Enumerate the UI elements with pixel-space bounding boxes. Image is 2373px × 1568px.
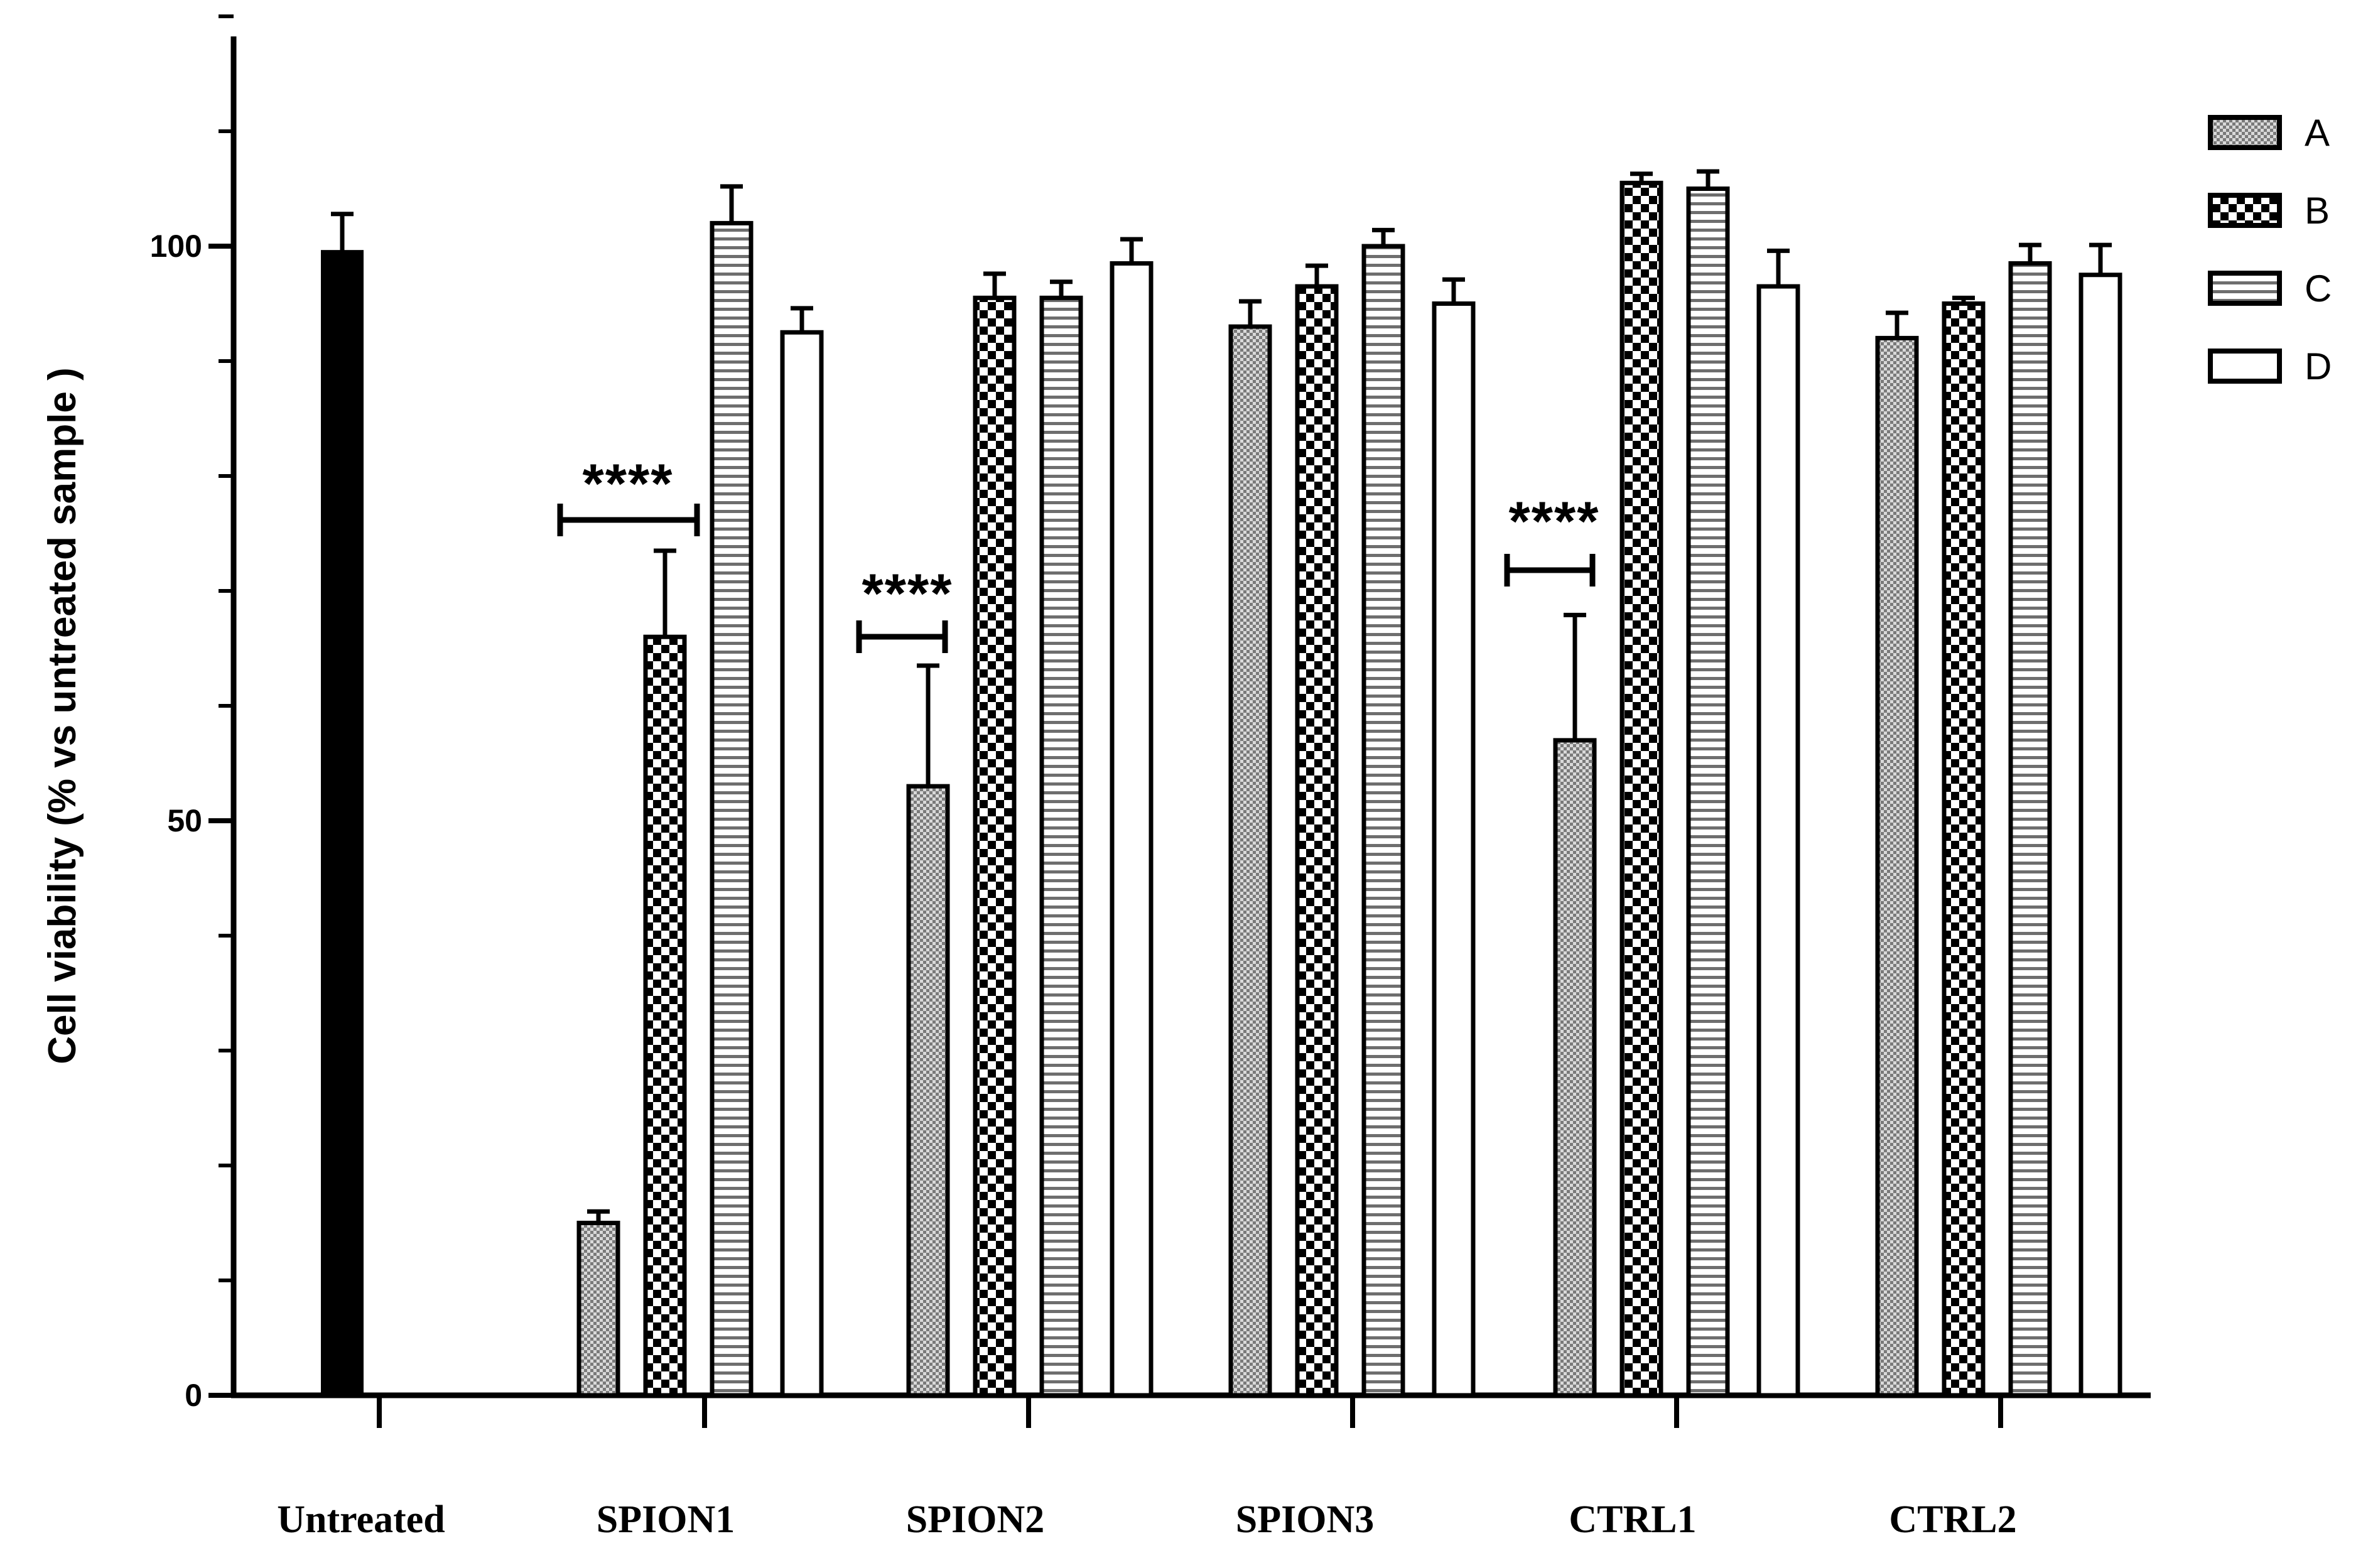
bar-spion1-d	[780, 330, 824, 1398]
bar-ctrl1-b	[1619, 180, 1663, 1398]
bar-spion1-c	[710, 220, 754, 1398]
bars	[321, 169, 2122, 1398]
bar-spion1-b	[643, 634, 687, 1398]
legend-entry-d: D	[2208, 345, 2332, 387]
legend-label-a: A	[2305, 112, 2330, 154]
bar-untreated	[321, 250, 364, 1397]
bar-ctrl2-a	[1875, 335, 1919, 1398]
bar-ctrl1-a	[1553, 738, 1597, 1398]
bar-spion3-c	[1361, 244, 1405, 1398]
bar-spion3-a	[1228, 324, 1272, 1398]
bar-ctrl1-c	[1686, 187, 1730, 1398]
legend-entry-a: A	[2208, 112, 2330, 154]
category-label-spion3: SPION3	[1236, 1498, 1374, 1541]
significance-ctrl1-label: ****	[1509, 490, 1600, 552]
legend-swatch-a	[2208, 115, 2282, 150]
bar-ctrl1-d	[1756, 284, 1800, 1398]
bar-spion3-d	[1432, 301, 1476, 1398]
y-tick-label-50: 50	[167, 803, 202, 838]
significance-annotations: **** **** ****	[557, 452, 1600, 653]
category-label-ctrl2: CTRL2	[1889, 1498, 2016, 1541]
bar-spion3-b	[1295, 284, 1339, 1398]
legend: A B C D	[2208, 112, 2332, 387]
bar-ctrl2-d	[2078, 273, 2122, 1398]
legend-swatch-d	[2208, 349, 2282, 384]
bar-ctrl2-b	[1942, 301, 1986, 1398]
legend-label-d: D	[2305, 345, 2332, 387]
legend-label-b: B	[2305, 190, 2330, 232]
category-labels: Untreated SPION1 SPION2 SPION3 CTRL1 CTRL2	[277, 1395, 2017, 1541]
y-tick-label-0: 0	[185, 1378, 202, 1413]
significance-spion2-label: ****	[862, 562, 953, 624]
category-label-spion1: SPION1	[597, 1498, 735, 1541]
y-tick-label-100: 100	[150, 229, 202, 264]
bar-spion2-c	[1039, 295, 1083, 1398]
bar-spion1-a	[576, 1221, 620, 1398]
y-axis-label: Cell viability (% vs untreated sample )	[41, 367, 84, 1064]
y-ticks: 0 50 100	[150, 14, 234, 1413]
bar-spion2-d	[1110, 261, 1154, 1398]
bar-spion2-a	[906, 784, 950, 1398]
legend-entry-b: B	[2208, 190, 2330, 232]
legend-entry-c: C	[2208, 268, 2332, 310]
legend-label-c: C	[2305, 268, 2332, 310]
bar-ctrl2-c	[2008, 261, 2052, 1398]
category-label-untreated: Untreated	[277, 1498, 445, 1541]
category-label-ctrl1: CTRL1	[1569, 1498, 1696, 1541]
legend-swatch-b	[2208, 193, 2282, 228]
significance-spion1-label: ****	[583, 452, 674, 514]
bar-spion2-b	[973, 295, 1017, 1398]
category-label-spion2: SPION2	[906, 1498, 1044, 1541]
legend-swatch-c	[2208, 271, 2282, 306]
